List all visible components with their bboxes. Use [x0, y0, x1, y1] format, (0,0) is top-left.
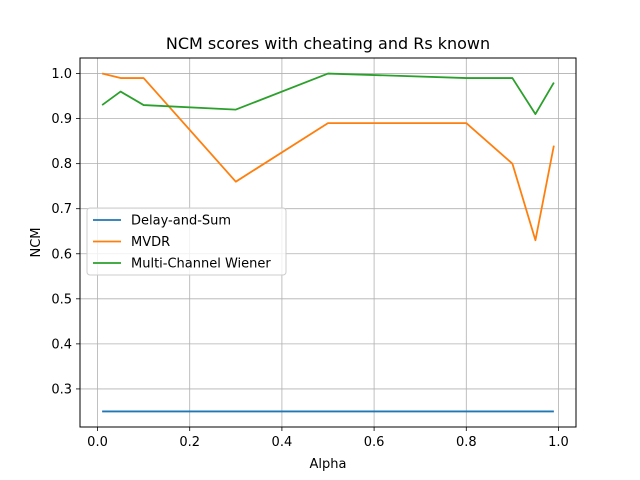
x-tick-label: 0.4	[272, 435, 293, 450]
y-tick-label: 0.7	[51, 202, 72, 217]
legend-label-delay-and-sum: Delay-and-Sum	[131, 214, 231, 229]
legend-label-multi-channel-wiener: Multi-Channel Wiener	[131, 257, 271, 272]
x-tick-label: 0.0	[87, 435, 108, 450]
x-tick-label: 0.2	[179, 435, 200, 450]
y-tick-label: 0.8	[51, 157, 72, 172]
x-tick-label: 0.8	[456, 435, 477, 450]
y-tick-label: 0.3	[51, 382, 72, 397]
y-tick-label: 0.9	[51, 112, 72, 127]
x-tick-label: 0.6	[364, 435, 385, 450]
legend-box	[86, 207, 287, 276]
legend: Delay-and-Sum MVDR Multi-Channel Wiener	[86, 207, 287, 276]
y-tick-label: 0.4	[51, 337, 72, 352]
x-axis-label: Alpha	[310, 457, 347, 472]
series-line-multi-channel-wiener	[101, 72, 555, 115]
y-axis-ticks: 0.3 0.4 0.5 0.6 0.7 0.8 0.9 1.0	[51, 67, 80, 397]
plot-frame	[79, 57, 577, 428]
y-tick-label: 1.0	[51, 67, 72, 82]
series-lines	[101, 72, 555, 413]
y-tick-label: 0.5	[51, 292, 72, 307]
series-line-mvdr	[101, 72, 555, 242]
y-axis-label: NCM	[29, 227, 44, 257]
x-axis-ticks: 0.0 0.2 0.4 0.6 0.8 1.0	[87, 427, 569, 450]
x-tick-label: 1.0	[548, 435, 569, 450]
chart-title: NCM scores with cheating and Rs known	[166, 34, 490, 53]
y-tick-label: 0.6	[51, 247, 72, 262]
legend-label-mvdr: MVDR	[131, 235, 170, 250]
